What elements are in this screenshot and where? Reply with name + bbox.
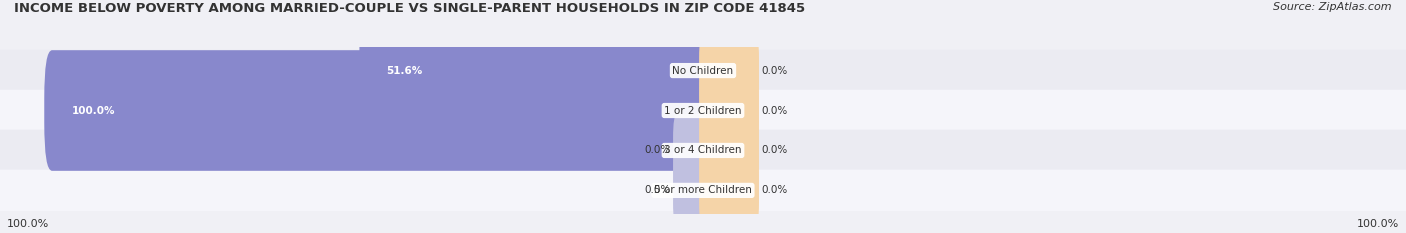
Text: 3 or 4 Children: 3 or 4 Children: [664, 145, 742, 155]
Text: 0.0%: 0.0%: [762, 185, 787, 195]
FancyBboxPatch shape: [0, 90, 1406, 131]
Text: Source: ZipAtlas.com: Source: ZipAtlas.com: [1274, 2, 1392, 12]
Text: 100.0%: 100.0%: [1357, 219, 1399, 229]
Text: 100.0%: 100.0%: [72, 106, 115, 116]
FancyBboxPatch shape: [673, 154, 707, 227]
Text: 0.0%: 0.0%: [644, 145, 671, 155]
Text: 0.0%: 0.0%: [762, 145, 787, 155]
Text: 0.0%: 0.0%: [644, 185, 671, 195]
FancyBboxPatch shape: [699, 74, 759, 147]
Text: INCOME BELOW POVERTY AMONG MARRIED-COUPLE VS SINGLE-PARENT HOUSEHOLDS IN ZIP COD: INCOME BELOW POVERTY AMONG MARRIED-COUPL…: [14, 2, 806, 15]
FancyBboxPatch shape: [673, 114, 707, 187]
FancyBboxPatch shape: [0, 50, 1406, 91]
Text: 0.0%: 0.0%: [762, 65, 787, 75]
FancyBboxPatch shape: [44, 50, 711, 171]
FancyBboxPatch shape: [360, 10, 711, 131]
Text: 51.6%: 51.6%: [387, 65, 423, 75]
Text: 1 or 2 Children: 1 or 2 Children: [664, 106, 742, 116]
Text: 0.0%: 0.0%: [762, 106, 787, 116]
FancyBboxPatch shape: [699, 114, 759, 187]
Text: 5 or more Children: 5 or more Children: [654, 185, 752, 195]
FancyBboxPatch shape: [699, 154, 759, 227]
Text: No Children: No Children: [672, 65, 734, 75]
FancyBboxPatch shape: [699, 34, 759, 107]
FancyBboxPatch shape: [0, 170, 1406, 211]
FancyBboxPatch shape: [0, 130, 1406, 171]
Text: 100.0%: 100.0%: [7, 219, 49, 229]
